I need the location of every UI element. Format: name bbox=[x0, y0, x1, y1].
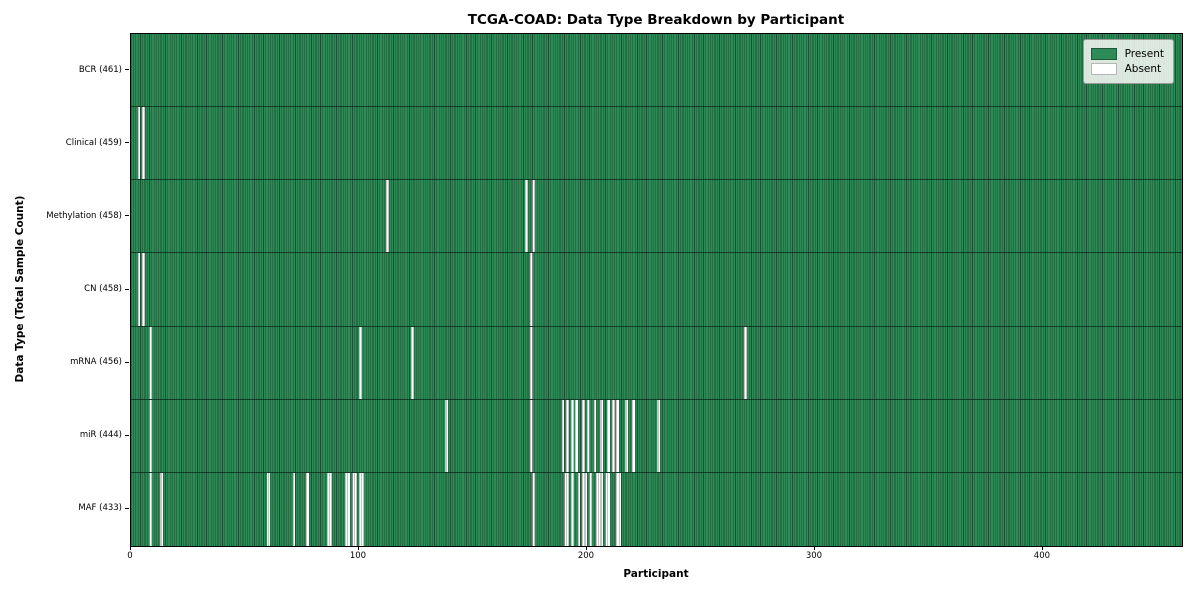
legend: Present Absent bbox=[1082, 39, 1174, 84]
x-tick-mark bbox=[585, 546, 587, 550]
heatmap-row-miR bbox=[131, 399, 1182, 473]
y-tick-mark bbox=[125, 215, 129, 217]
x-tick-mark bbox=[357, 546, 359, 550]
absent-cell-Methylation-173 bbox=[525, 180, 528, 253]
absent-cell-Methylation-176 bbox=[531, 180, 535, 253]
absent-cell-miR-209 bbox=[607, 399, 611, 472]
legend-swatch-absent-icon bbox=[1090, 63, 1117, 75]
absent-cell-miR-175 bbox=[529, 399, 533, 472]
absent-cell-miR-195 bbox=[575, 399, 579, 472]
absent-cell-miR-198 bbox=[582, 399, 585, 472]
heatmap-plot-area bbox=[130, 33, 1183, 547]
legend-entry-absent: Absent bbox=[1090, 63, 1164, 75]
absent-cell-CN-175 bbox=[529, 253, 533, 326]
x-tick-label-200: 200 bbox=[577, 551, 595, 561]
y-tick-label-Methylation: Methylation (458) bbox=[46, 210, 122, 221]
absent-cell-miR-217 bbox=[625, 399, 629, 472]
absent-cell-mRNA-100 bbox=[358, 326, 362, 399]
absent-cell-mRNA-175 bbox=[529, 326, 533, 399]
y-tick-label-BCR: BCR (461) bbox=[78, 64, 122, 75]
x-tick-mark bbox=[130, 546, 131, 550]
absent-cell-MAF-98 bbox=[354, 472, 357, 546]
chart-title: TCGA-COAD: Data Type Breakdown by Partic… bbox=[467, 12, 845, 28]
absent-cell-miR-189 bbox=[561, 399, 565, 472]
x-tick-mark bbox=[1041, 546, 1043, 550]
absent-cell-miR-231 bbox=[657, 399, 661, 472]
x-tick-label-400: 400 bbox=[1033, 551, 1051, 561]
x-tick-mark bbox=[813, 546, 815, 550]
absent-cell-miR-191 bbox=[566, 399, 570, 472]
absent-cell-miR-8 bbox=[148, 399, 152, 472]
absent-cell-miR-213 bbox=[616, 399, 620, 472]
absent-cell-mRNA-269 bbox=[743, 326, 747, 399]
absent-cell-MAF-71 bbox=[292, 472, 296, 546]
absent-cell-MAF-176 bbox=[531, 472, 535, 546]
absent-cell-CN-5 bbox=[142, 253, 145, 326]
absent-cell-MAF-191 bbox=[566, 472, 570, 546]
y-tick-mark bbox=[125, 142, 129, 144]
y-tick-mark bbox=[125, 288, 129, 290]
absent-cell-miR-220 bbox=[632, 399, 636, 472]
y-tick-mark bbox=[125, 69, 129, 71]
heatmap-row-BCR bbox=[131, 34, 1182, 108]
y-tick-label-miR: miR (444) bbox=[79, 430, 122, 441]
y-tick-mark bbox=[125, 434, 129, 436]
absent-cell-MAF-196 bbox=[577, 472, 581, 546]
absent-cell-MAF-209 bbox=[607, 472, 611, 546]
absent-cell-MAF-201 bbox=[588, 472, 592, 546]
absent-cell-mRNA-8 bbox=[148, 326, 152, 399]
y-tick-label-mRNA: mRNA (456) bbox=[70, 357, 122, 368]
absent-cell-miR-206 bbox=[600, 399, 604, 472]
heatmap-row-mRNA bbox=[131, 326, 1182, 400]
heatmap-row-Clinical bbox=[131, 107, 1182, 181]
absent-cell-mRNA-123 bbox=[411, 326, 414, 399]
y-tick-label-MAF: MAF (433) bbox=[78, 503, 122, 514]
legend-label-absent: Absent bbox=[1124, 63, 1162, 75]
absent-cell-MAF-206 bbox=[600, 472, 604, 546]
heatmap-row-Methylation bbox=[131, 180, 1182, 254]
x-tick-label-0: 0 bbox=[127, 551, 133, 561]
x-axis-label: Participant bbox=[623, 568, 689, 580]
absent-cell-MAF-199 bbox=[584, 472, 588, 546]
heatmap-row-MAF bbox=[131, 472, 1182, 546]
x-tick-label-100: 100 bbox=[349, 551, 367, 561]
absent-cell-MAF-8 bbox=[148, 472, 152, 546]
absent-cell-Clinical-3 bbox=[137, 107, 141, 180]
absent-cell-Clinical-5 bbox=[142, 107, 145, 180]
x-tick-label-300: 300 bbox=[805, 551, 823, 561]
absent-cell-miR-193 bbox=[570, 399, 574, 472]
absent-cell-CN-3 bbox=[137, 253, 141, 326]
y-tick-mark bbox=[125, 507, 129, 509]
absent-cell-MAF-101 bbox=[360, 472, 364, 546]
absent-cell-miR-203 bbox=[593, 399, 597, 472]
absent-cell-MAF-60 bbox=[267, 472, 271, 546]
heatmap-row-CN bbox=[131, 253, 1182, 327]
absent-cell-MAF-87 bbox=[329, 472, 332, 546]
absent-cell-MAF-214 bbox=[618, 472, 622, 546]
absent-cell-miR-200 bbox=[586, 399, 590, 472]
absent-cell-miR-211 bbox=[611, 399, 615, 472]
y-tick-mark bbox=[125, 361, 129, 363]
y-tick-label-Clinical: Clinical (459) bbox=[65, 137, 122, 148]
absent-cell-MAF-77 bbox=[306, 472, 310, 546]
absent-cell-MAF-193 bbox=[570, 472, 574, 546]
absent-cell-MAF-95 bbox=[347, 472, 351, 546]
legend-entry-present: Present bbox=[1090, 48, 1164, 60]
absent-cell-MAF-13 bbox=[160, 472, 164, 546]
legend-swatch-present-icon bbox=[1090, 48, 1117, 60]
y-tick-label-CN: CN (458) bbox=[84, 284, 122, 294]
absent-cell-Methylation-112 bbox=[386, 180, 389, 253]
legend-label-present: Present bbox=[1124, 48, 1164, 60]
absent-cell-miR-138 bbox=[445, 399, 449, 472]
